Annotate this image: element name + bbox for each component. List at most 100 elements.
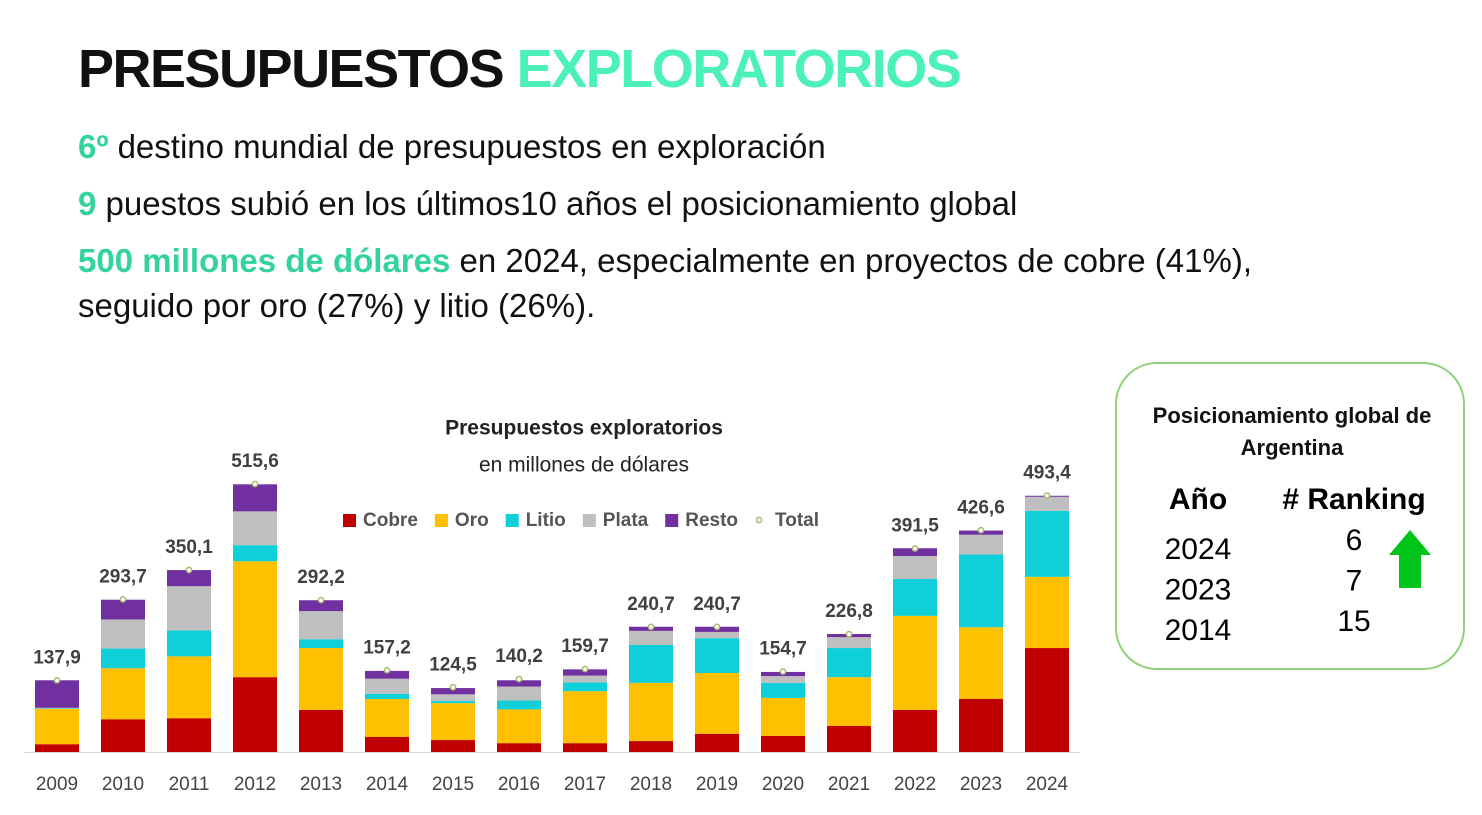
legend-label: Oro (455, 510, 489, 531)
bar-segment (893, 578, 937, 616)
ranking-year: 2014 (1165, 614, 1232, 647)
bullet-text: puestos subió en los últimos10 años el p… (105, 185, 1018, 222)
x-tick-label: 2009 (36, 774, 78, 795)
bar-segment (299, 611, 343, 640)
bar-segment (695, 733, 739, 752)
x-tick-label: 2019 (696, 774, 738, 795)
bar-segment (629, 630, 673, 645)
total-marker (779, 668, 787, 675)
bar-segment (35, 708, 79, 709)
bar-segment (101, 599, 145, 620)
bar-segment (167, 586, 211, 631)
bar-segment (35, 680, 79, 708)
total-marker (185, 566, 193, 574)
total-marker (317, 596, 325, 604)
total-label: 137,9 (33, 647, 81, 668)
bar-segment (893, 709, 937, 752)
total-label: 159,7 (561, 636, 609, 657)
total-label: 293,7 (99, 566, 147, 587)
x-tick-label: 2017 (564, 774, 606, 795)
bar-segment (497, 686, 541, 701)
x-tick-label: 2023 (960, 774, 1002, 795)
bar-segment (101, 619, 145, 649)
total-label: 226,8 (825, 601, 873, 622)
bullet-text: en 2024, especialmente en proyectos de c… (78, 242, 1252, 324)
total-marker (119, 595, 127, 603)
x-tick-label: 2010 (102, 774, 144, 795)
total-marker (515, 675, 523, 683)
total-label: 157,2 (363, 637, 411, 658)
bar-segment (167, 656, 211, 719)
x-tick-label: 2011 (169, 774, 210, 795)
bar-segment (167, 570, 211, 587)
bar-segment (497, 743, 541, 752)
bar-segment (761, 735, 805, 752)
bar-segment (299, 648, 343, 710)
bar-segment (497, 700, 541, 710)
total-marker (1043, 492, 1051, 499)
total-label: 350,1 (165, 537, 213, 558)
total-marker (977, 526, 985, 534)
bar-segment (233, 545, 277, 562)
bar-segment (431, 703, 475, 741)
total-marker (251, 480, 259, 488)
bar-segment (827, 677, 871, 727)
bar-segment (695, 638, 739, 673)
bar-segment (563, 682, 607, 692)
col-header: # Ranking (1282, 483, 1425, 516)
bar-segment (101, 648, 145, 669)
bar-segment (827, 637, 871, 649)
legend-swatch (434, 514, 448, 527)
bar-segment (695, 631, 739, 639)
bar-segment (35, 708, 79, 745)
bar-segment (893, 548, 937, 557)
bar-segment (1025, 576, 1069, 649)
x-tick-label: 2015 (432, 774, 474, 795)
bar-segment (299, 600, 343, 612)
x-tick-label: 2021 (828, 774, 870, 795)
legend-swatch (582, 514, 596, 527)
ranking-box: Posicionamiento global de Argentina (1115, 362, 1465, 670)
bullet-highlight: 6º (78, 128, 109, 165)
total-label: 426,6 (957, 497, 1005, 518)
bar-segment (365, 698, 409, 737)
x-tick-label: 2012 (234, 774, 276, 795)
total-marker (581, 665, 589, 673)
ranking-year: 2024 (1165, 533, 1232, 566)
bar-segment (497, 680, 541, 687)
total-marker (383, 666, 391, 674)
bar-segment (893, 615, 937, 710)
total-label: 124,5 (429, 654, 477, 675)
total-marker (845, 630, 853, 638)
x-tick-label: 2018 (630, 774, 672, 795)
bar-segment (101, 719, 145, 752)
total-label: 240,7 (693, 594, 741, 615)
col-header: Año (1169, 483, 1227, 516)
bar-segment (497, 709, 541, 744)
total-marker (911, 545, 919, 552)
bar-segment (1025, 496, 1069, 511)
bullet: 9 puestos subió en los últimos10 años el… (78, 181, 1298, 226)
legend-swatch (343, 514, 356, 527)
bar-segment (1025, 648, 1069, 752)
bar-segment (959, 554, 1003, 628)
ranking-year: 2023 (1165, 573, 1232, 606)
x-tick-label: 2022 (894, 774, 936, 795)
ranking-title: Posicionamiento global de Argentina (1152, 403, 1432, 460)
total-label: 140,2 (495, 646, 543, 667)
legend-marker (755, 516, 763, 524)
bar-segment (233, 511, 277, 546)
bar-segment (893, 556, 937, 579)
ranking-value: 7 (1346, 564, 1363, 597)
bar-segment (365, 670, 409, 679)
bar-segment (959, 698, 1003, 752)
total-marker (449, 683, 457, 691)
total-label: 240,7 (627, 594, 675, 615)
bar-segment (695, 672, 739, 734)
bar-segment (563, 669, 607, 676)
legend-label: Cobre (363, 510, 418, 531)
up-arrow (1389, 530, 1431, 588)
bar-segment (299, 639, 343, 649)
bar-segment (629, 644, 673, 683)
